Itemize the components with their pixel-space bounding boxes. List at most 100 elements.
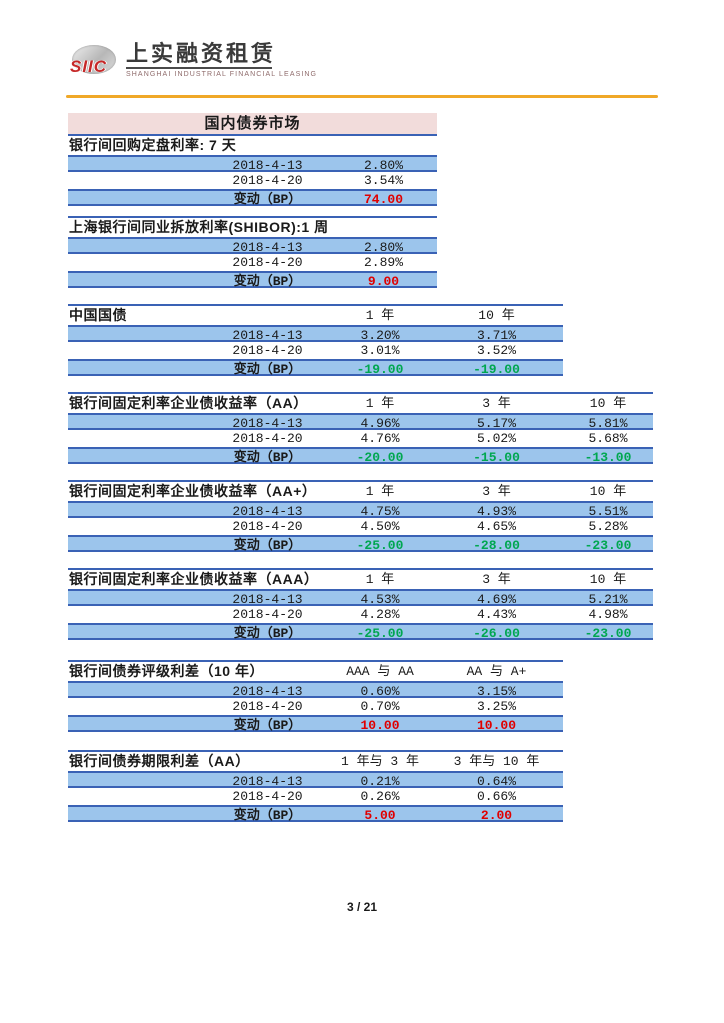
blank-cell <box>68 415 205 428</box>
logo-underline <box>126 67 272 69</box>
column-header: 3 年与 10 年 <box>453 754 540 769</box>
value-cell: 4.75% <box>360 504 400 519</box>
company-logo: SIIC 上实融资租赁 SHANGHAI INDUSTRIAL FINANCIA… <box>70 42 724 84</box>
row-label: 2018-4-13 <box>232 328 303 343</box>
column-header: 1 年 <box>365 484 395 499</box>
blank-cell <box>68 239 205 252</box>
value-cell: 3.52% <box>476 343 516 358</box>
value-cell: 4.53% <box>360 592 400 607</box>
blank-cell <box>68 191 205 204</box>
blank-cell <box>68 625 205 638</box>
row-label: 变动（BP） <box>233 274 302 289</box>
change-value: 9.00 <box>367 274 400 289</box>
column-header: 1 年 <box>365 308 395 323</box>
blank-cell <box>68 172 205 189</box>
section-header: 国内债券市场 <box>68 113 437 134</box>
value-cell: 4.69% <box>476 592 516 607</box>
row-label: 2018-4-13 <box>232 684 303 699</box>
value-cell: 0.70% <box>360 699 400 714</box>
row-label: 2018-4-20 <box>232 431 303 446</box>
value-cell: 3.20% <box>360 328 400 343</box>
change-value: -25.00 <box>356 626 404 641</box>
blank-cell <box>68 503 205 516</box>
company-name-en: SHANGHAI INDUSTRIAL FINANCIAL LEASING <box>126 71 318 78</box>
data-row: 2018-4-20 0.26% 0.66% <box>68 788 563 805</box>
row-label: 2018-4-20 <box>232 789 303 804</box>
value-cell: 5.02% <box>476 431 516 446</box>
row-label: 2018-4-13 <box>232 240 303 255</box>
market-table: 银行间固定利率企业债收益率（AA+） 1 年 3 年 10 年 2018-4-13 4.7… <box>68 480 653 553</box>
row-label: 2018-4-13 <box>232 416 303 431</box>
column-header: 3 年 <box>482 484 511 499</box>
value-cell: 5.21% <box>588 592 628 607</box>
value-cell: 0.21% <box>360 774 400 789</box>
page-number: 3 / 21 <box>346 900 378 914</box>
change-value: -28.00 <box>473 538 520 553</box>
table-title: 银行间回购定盘利率: 7 天 <box>69 137 237 153</box>
change-value: -23.00 <box>584 538 632 553</box>
value-cell: 2.80% <box>363 240 403 255</box>
blank-cell <box>68 788 205 805</box>
blank-cell <box>68 807 205 820</box>
value-cell: 3.54% <box>363 173 403 188</box>
table-title: 上海银行间同业拆放利率(SHIBOR):1 周 <box>69 219 329 235</box>
data-row: 2018-4-13 0.21% 0.64% <box>68 771 563 789</box>
change-value: 74.00 <box>363 192 403 207</box>
change-row: 变动（BP） -20.00 -15.00 -13.00 <box>68 447 653 465</box>
value-cell: 2.89% <box>363 255 403 270</box>
value-cell: 4.76% <box>360 431 400 446</box>
column-header: 10 年 <box>478 308 515 323</box>
value-cell: 3.01% <box>360 343 400 358</box>
blank-cell <box>68 157 205 170</box>
change-row: 变动（BP） -25.00 -28.00 -23.00 <box>68 535 653 553</box>
blank-cell <box>68 773 205 786</box>
blank-cell <box>68 342 205 359</box>
value-cell: 3.71% <box>476 328 516 343</box>
table-title: 银行间固定利率企业债收益率（AA+） <box>69 483 317 499</box>
value-cell: 5.28% <box>588 519 628 534</box>
data-row: 2018-4-13 3.20% 3.71% <box>68 325 563 343</box>
change-row: 变动（BP） 5.00 2.00 <box>68 805 563 823</box>
row-label: 变动（BP） <box>233 808 302 823</box>
table-title-row: 银行间回购定盘利率: 7 天 <box>68 136 437 155</box>
company-name-cn: 上实融资租赁 <box>126 41 277 66</box>
change-row: 变动（BP） -25.00 -26.00 -23.00 <box>68 623 653 641</box>
change-value: -19.00 <box>356 362 404 377</box>
data-row: 2018-4-20 4.50% 4.65% 5.28% <box>68 518 653 535</box>
data-row: 2018-4-13 4.75% 4.93% 5.51% <box>68 501 653 519</box>
data-row: 2018-4-20 3.54% <box>68 172 437 189</box>
table-title-row: 银行间债券期限利差（AA） 1 年与 3 年 3 年与 10 年 <box>68 752 563 771</box>
row-label: 2018-4-13 <box>232 504 303 519</box>
row-label: 变动（BP） <box>233 192 302 207</box>
data-row: 2018-4-13 4.53% 4.69% 5.21% <box>68 589 653 607</box>
change-value: -13.00 <box>584 450 632 465</box>
column-header: 1 年与 3 年 <box>340 754 419 769</box>
value-cell: 5.81% <box>588 416 628 431</box>
siic-logo-icon: SIIC <box>70 45 118 77</box>
market-table: 银行间固定利率企业债收益率（AA） 1 年 3 年 10 年 2018-4-13 4.96… <box>68 392 653 465</box>
column-header: 10 年 <box>589 572 627 587</box>
blank-cell <box>68 717 205 730</box>
value-cell: 0.66% <box>476 789 516 804</box>
market-table: 上海银行间同业拆放利率(SHIBOR):1 周 2018-4-13 2.80% 201… <box>68 216 437 289</box>
value-cell: 4.28% <box>360 607 400 622</box>
tables-container: 银行间回购定盘利率: 7 天 2018-4-13 2.80% 2018-4-20 3.5… <box>68 134 724 823</box>
row-label: 2018-4-20 <box>232 343 303 358</box>
row-label: 2018-4-13 <box>232 774 303 789</box>
change-value: -25.00 <box>356 538 404 553</box>
row-label: 2018-4-13 <box>232 158 303 173</box>
data-row: 2018-4-20 0.70% 3.25% <box>68 698 563 715</box>
blank-cell <box>68 606 205 623</box>
blank-cell <box>68 273 205 286</box>
value-cell: 5.68% <box>588 431 628 446</box>
table-title-row: 中国国债 1 年 10 年 <box>68 306 563 325</box>
value-cell: 2.80% <box>363 158 403 173</box>
data-row: 2018-4-13 2.80% <box>68 155 437 173</box>
blank-cell <box>68 254 205 271</box>
table-title: 中国国债 <box>69 307 127 323</box>
change-value: 10.00 <box>360 718 400 733</box>
data-row: 2018-4-20 3.01% 3.52% <box>68 342 563 359</box>
value-cell: 4.50% <box>360 519 400 534</box>
value-cell: 0.64% <box>476 774 516 789</box>
